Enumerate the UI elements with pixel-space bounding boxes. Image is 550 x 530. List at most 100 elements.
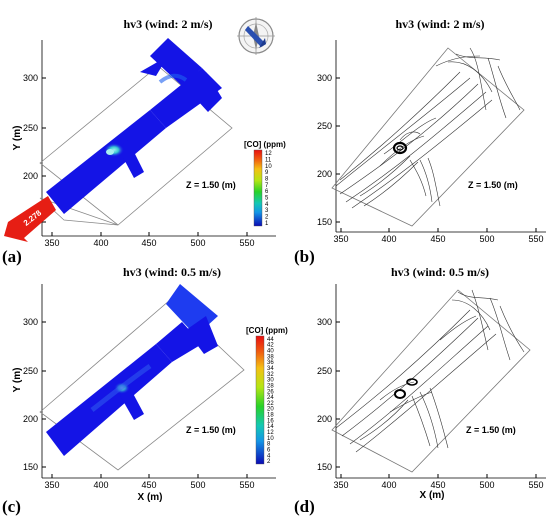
panel-d-xticks: 350 400 450 500 550 bbox=[333, 474, 544, 490]
xtick-label: 500 bbox=[479, 480, 494, 490]
legend-title: [CO] (ppm) bbox=[244, 140, 286, 149]
panel-tag: (a) bbox=[2, 247, 22, 266]
ytick-label: 150 bbox=[23, 462, 38, 472]
legend-tick-label: 8 bbox=[265, 177, 269, 183]
legend-tick-label: 5 bbox=[265, 196, 269, 202]
z-level-label: Z = 1.50 (m) bbox=[186, 425, 236, 435]
panel-b-yticks: 150 200 250 300 bbox=[317, 73, 340, 227]
ytick-label: 200 bbox=[23, 171, 38, 181]
legend-tick-label: 24 bbox=[267, 395, 274, 401]
building-outline bbox=[39, 65, 233, 226]
legend-tick-label: 18 bbox=[267, 413, 274, 419]
xtick-label: 500 bbox=[479, 234, 494, 244]
panel-c-yticks: 150 200 250 300 bbox=[23, 317, 46, 472]
y-axis-label: Y (m) bbox=[12, 368, 23, 393]
legend-tick-label: 4 bbox=[265, 202, 269, 208]
panel-a: hv3 (wind: 2 m/s) 150 200 250 300 bbox=[2, 17, 286, 266]
panel-b: hv3 (wind: 2 m/s) 150 200 250 300 350 40… bbox=[294, 17, 546, 266]
legend-tick-label: 26 bbox=[267, 389, 274, 395]
legend-tick-label: 42 bbox=[267, 343, 274, 349]
legend-tick-label: 12 bbox=[267, 430, 274, 436]
legend-tick-label: 6 bbox=[267, 447, 271, 453]
ytick-label: 250 bbox=[317, 366, 332, 376]
panel-tag: (b) bbox=[294, 247, 315, 266]
xtick-label: 550 bbox=[239, 238, 254, 248]
legend-tick-label: 4 bbox=[267, 453, 271, 459]
legend-title: [CO] (ppm) bbox=[246, 326, 288, 335]
inlet-arrow: 2.278 bbox=[4, 196, 56, 242]
panel-d-title: hv3 (wind: 0.5 m/s) bbox=[391, 265, 489, 279]
ytick-label: 200 bbox=[23, 414, 38, 424]
legend-tick-label: 9 bbox=[265, 170, 269, 176]
legend-tick-label: 16 bbox=[267, 418, 274, 424]
building-outline bbox=[331, 47, 525, 227]
xtick-label: 450 bbox=[141, 480, 156, 490]
legend-tick-label: 38 bbox=[267, 354, 274, 360]
xtick-label: 400 bbox=[93, 238, 108, 248]
xtick-label: 500 bbox=[190, 238, 205, 248]
legend-tick-label: 34 bbox=[267, 366, 274, 372]
xtick-label: 400 bbox=[93, 480, 108, 490]
ytick-label: 250 bbox=[23, 366, 38, 376]
vortex-core bbox=[392, 141, 408, 155]
legend-tick-label: 20 bbox=[267, 407, 274, 413]
legend-tick-label: 3 bbox=[265, 208, 269, 214]
building-outline bbox=[331, 289, 531, 473]
legend-tick-label: 2 bbox=[265, 215, 269, 221]
panel-c: hv3 (wind: 0.5 m/s) 150 200 250 300 350 … bbox=[2, 265, 288, 516]
concentration-field bbox=[46, 38, 222, 214]
legend-tick-label: 12 bbox=[265, 151, 272, 157]
x-axis-label: X (m) bbox=[420, 490, 445, 501]
legend-tick-label: 6 bbox=[265, 189, 269, 195]
xtick-label: 400 bbox=[381, 234, 396, 244]
legend-tick-label: 2 bbox=[267, 459, 271, 465]
ytick-label: 200 bbox=[317, 414, 332, 424]
legend-tick-label: 36 bbox=[267, 360, 274, 366]
streamlines bbox=[335, 289, 525, 453]
concentration-field bbox=[46, 284, 218, 456]
compass-icon bbox=[237, 17, 275, 55]
ytick-label: 150 bbox=[317, 217, 332, 227]
vortex-core bbox=[394, 389, 406, 399]
legend-tick-label: 28 bbox=[267, 383, 274, 389]
panel-c-title: hv3 (wind: 0.5 m/s) bbox=[123, 265, 221, 279]
ytick-label: 300 bbox=[23, 73, 38, 83]
panel-b-title: hv3 (wind: 2 m/s) bbox=[395, 17, 484, 31]
legend-tick-label: 30 bbox=[267, 378, 274, 384]
panel-d: hv3 (wind: 0.5 m/s) 150 200 250 300 350 … bbox=[294, 265, 546, 516]
xtick-label: 350 bbox=[44, 480, 59, 490]
xtick-label: 550 bbox=[528, 480, 543, 490]
xtick-label: 550 bbox=[528, 234, 543, 244]
panel-c-xticks: 350 400 450 500 550 bbox=[44, 474, 255, 490]
ytick-label: 300 bbox=[317, 317, 332, 327]
xtick-label: 500 bbox=[190, 480, 205, 490]
ytick-label: 300 bbox=[23, 317, 38, 327]
legend-tick-label: 11 bbox=[265, 158, 272, 164]
xtick-label: 450 bbox=[141, 238, 156, 248]
panel-tag: (d) bbox=[294, 497, 315, 516]
ytick-label: 150 bbox=[317, 462, 332, 472]
ytick-label: 200 bbox=[317, 169, 332, 179]
xtick-label: 350 bbox=[44, 238, 59, 248]
streamlines bbox=[335, 47, 521, 209]
xtick-label: 350 bbox=[333, 480, 348, 490]
legend-tick-label: 8 bbox=[267, 442, 271, 448]
xtick-label: 350 bbox=[333, 234, 348, 244]
legend-tick-label: 40 bbox=[267, 349, 274, 355]
xtick-label: 450 bbox=[430, 480, 445, 490]
legend-tick-label: 14 bbox=[267, 424, 274, 430]
z-level-label: Z = 1.50 (m) bbox=[466, 425, 516, 435]
legend-tick-label: 44 bbox=[267, 337, 274, 343]
legend-tick-label: 10 bbox=[267, 436, 274, 442]
xtick-label: 550 bbox=[239, 480, 254, 490]
panel-d-yticks: 150 200 250 300 bbox=[317, 317, 340, 472]
legend-tick-label: 22 bbox=[267, 401, 274, 407]
panel-a-xticks: 350 400 450 500 550 bbox=[44, 232, 255, 248]
legend-tick-label: 7 bbox=[265, 183, 269, 189]
panel-tag: (c) bbox=[2, 497, 21, 516]
y-axis-label: Y (m) bbox=[12, 126, 23, 151]
ytick-label: 250 bbox=[23, 123, 38, 133]
x-axis-label: X (m) bbox=[138, 492, 163, 503]
